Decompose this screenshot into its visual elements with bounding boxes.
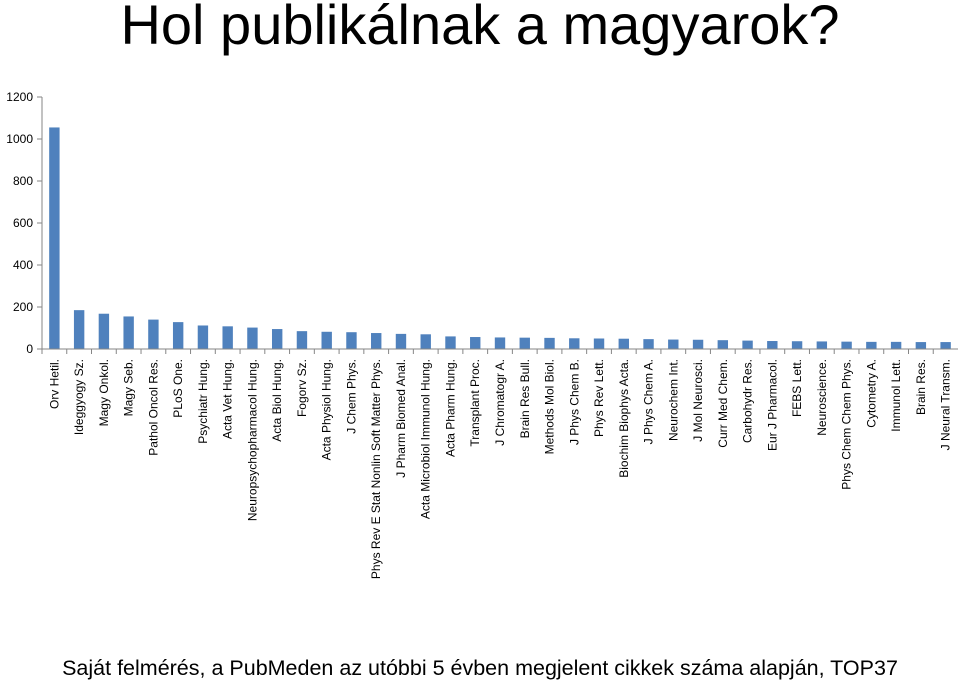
- chart-subtitle: Saját felmérés, a PubMeden az utóbbi 5 é…: [62, 656, 898, 680]
- x-tick-label: Eur J Pharmacol.: [765, 359, 779, 451]
- bar: [915, 342, 927, 349]
- x-tick-label: J Phys Chem A.: [642, 359, 656, 444]
- x-tick-label: Pathol Oncol Res.: [146, 359, 160, 456]
- x-tick-label: Acta Pharm Hung.: [443, 359, 457, 457]
- y-tick-label: 200: [13, 300, 33, 314]
- bar: [692, 339, 704, 349]
- bar: [643, 339, 654, 349]
- bar: [717, 340, 729, 349]
- bar: [123, 316, 134, 349]
- x-tick-label: Brain Res.: [914, 359, 928, 415]
- x-tick-label: Neuropsychopharmacol Hung.: [245, 359, 259, 521]
- x-tick-label: Biochim Biophys Acta.: [617, 359, 631, 478]
- category-labels: Orv Hetil. Ideggyogy Sz. Magy Onkol. Magy S…: [47, 359, 952, 579]
- x-tick-label: Psychiatr Hung.: [196, 359, 210, 444]
- x-tick-label: Ideggyogy Sz.: [72, 359, 86, 435]
- bar: [816, 341, 828, 349]
- bar: [321, 331, 332, 349]
- bar: [890, 341, 902, 349]
- bar: [148, 319, 159, 349]
- x-tick-label: Transplant Proc.: [468, 359, 482, 447]
- x-tick-label: FEBS Lett.: [790, 359, 804, 417]
- x-tick-label: Acta Biol Hung.: [270, 359, 284, 442]
- bar: [197, 325, 209, 349]
- x-tick-label: Phys Rev E Stat Nonlin Soft Matter Phys.: [369, 359, 383, 579]
- bar: [395, 333, 407, 349]
- chart-title: Hol publikálnak a magyarok?: [120, 0, 840, 56]
- bar: [247, 327, 258, 349]
- x-tick-label: J Phys Chem B.: [567, 359, 581, 445]
- x-tick-label: Cytometry A.: [864, 359, 878, 428]
- x-tick-label: Immunol Lett.: [889, 359, 903, 432]
- bar: [73, 310, 85, 349]
- x-tick-label: Carbohydr Res.: [741, 359, 755, 443]
- y-tick-label: 1200: [6, 90, 33, 104]
- y-tick-label: 600: [13, 216, 33, 230]
- bar: [98, 313, 110, 349]
- bar: [940, 342, 951, 349]
- bars: [49, 127, 951, 349]
- bar: [271, 329, 283, 349]
- bar: [742, 340, 753, 349]
- y-tick-label: 800: [13, 174, 33, 188]
- x-tick-label: Phys Chem Chem Phys.: [840, 359, 854, 490]
- x-tick-label: J Mol Neurosci.: [691, 359, 705, 442]
- bar: [593, 338, 605, 349]
- x-tick-label: Brain Res Bull.: [518, 359, 532, 438]
- x-tick-label: Magy Onkol.: [97, 359, 111, 426]
- bar: [346, 332, 357, 349]
- bar: [767, 341, 778, 349]
- bar: [296, 331, 308, 349]
- y-tick-label: 0: [26, 342, 33, 356]
- x-tick-label: Fogorv Sz.: [295, 359, 309, 417]
- bar: [494, 337, 506, 349]
- bar: [668, 339, 679, 349]
- bar: [866, 341, 877, 349]
- bar: [172, 322, 184, 349]
- y-tick-label: 400: [13, 258, 33, 272]
- bar: [470, 337, 481, 349]
- x-tick-label: J Chem Phys.: [344, 359, 358, 434]
- bar: [222, 326, 233, 349]
- bar: [544, 337, 555, 349]
- x-tick-label: Curr Med Chem.: [716, 359, 730, 448]
- bar: [49, 127, 60, 349]
- bar: [420, 334, 431, 349]
- x-axis: [41, 348, 958, 354]
- bar: [519, 337, 530, 349]
- x-tick-label: Acta Vet Hung.: [221, 359, 235, 439]
- bar: [371, 333, 382, 349]
- x-tick-label: Phys Rev Lett.: [592, 359, 606, 437]
- y-tick-label: 1000: [6, 132, 33, 146]
- x-tick-label: Neurochem Int.: [666, 359, 680, 441]
- bar: [618, 338, 629, 349]
- y-axis: 0 200 400 600 800 1000 1200: [6, 90, 43, 356]
- x-tick-label: Acta Physiol Hung.: [320, 359, 334, 460]
- bar: [569, 338, 580, 349]
- x-tick-label: Orv Hetil.: [47, 359, 61, 409]
- x-tick-label: Neuroscience.: [815, 359, 829, 436]
- bar: [791, 341, 803, 349]
- x-tick-label: J Neural Transm.: [939, 359, 953, 450]
- x-tick-label: Methods Mol Biol.: [543, 359, 557, 454]
- bar: [445, 336, 456, 349]
- x-tick-label: Acta Microbiol Immunol Hung.: [419, 359, 433, 519]
- bar: [841, 341, 852, 349]
- x-tick-label: J Pharm Biomed Anal.: [394, 359, 408, 478]
- x-tick-label: PLoS One.: [171, 359, 185, 418]
- x-tick-label: Magy Seb.: [122, 359, 136, 416]
- x-tick-label: J Chromatogr A.: [493, 359, 507, 446]
